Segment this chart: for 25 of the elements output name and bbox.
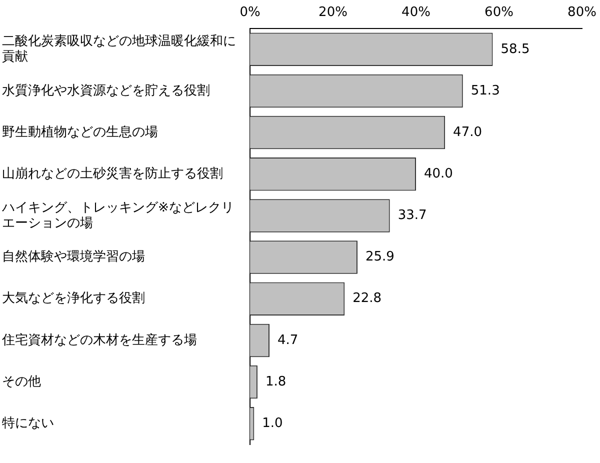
data-label: 1.0 (262, 416, 283, 431)
x-tick-label: 60% (484, 5, 514, 20)
y-tick-label: 大気などを浄化する役割 (2, 291, 145, 306)
data-label: 1.8 (265, 374, 286, 390)
data-label: 33.7 (398, 208, 427, 224)
x-tick-label: 0% (240, 5, 260, 20)
y-tick-label: 野生動植物などの生息の場 (2, 124, 158, 140)
data-label: 40.0 (424, 166, 453, 182)
y-tick-label: 住宅資材などの木材を生産する場 (1, 332, 197, 348)
data-label: 47.0 (453, 124, 482, 140)
y-tick-label: ハイキング、トレッキング※などレクリエーションの場 (1, 200, 234, 231)
data-label: 51.3 (470, 83, 500, 98)
x-tick-label: 40% (402, 5, 430, 20)
y-tick-label: 二酸化炭素吸収などの地球温暖化緩和に貢献 (2, 34, 236, 65)
data-label: 25.9 (365, 250, 394, 265)
y-tick-label: 自然体験や環境学習の場 (2, 248, 145, 265)
data-label: 4.7 (278, 332, 298, 348)
x-tick-label: 20% (318, 5, 348, 20)
data-label: 58.5 (500, 42, 530, 57)
y-tick-label: 山崩れなどの土砂災害を防止する役割 (2, 166, 223, 182)
y-tick-label: 特にない (2, 416, 54, 431)
data-label: 22.8 (352, 291, 382, 306)
y-tick-label: その他 (2, 374, 41, 390)
x-tick-label: 80% (568, 5, 596, 20)
y-tick-label: 水質浄化や水資源などを貯える役割 (2, 83, 210, 98)
